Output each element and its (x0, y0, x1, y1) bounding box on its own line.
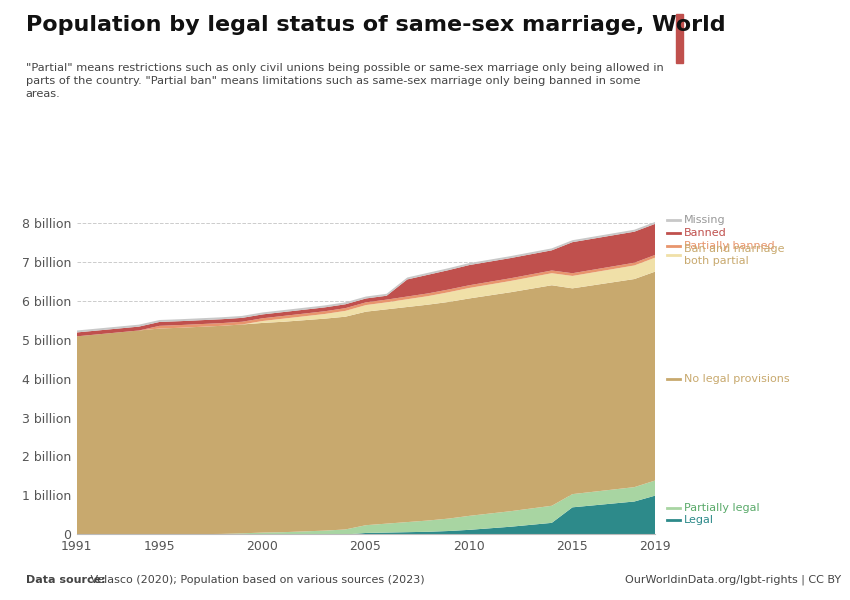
Text: "Partial" means restrictions such as only civil unions being possible or same-se: "Partial" means restrictions such as onl… (26, 63, 663, 100)
Text: Partially banned: Partially banned (684, 241, 775, 251)
Text: Ban and marriage
both partial: Ban and marriage both partial (684, 244, 785, 266)
Text: Data source:: Data source: (26, 575, 105, 585)
Text: Our World
in Data: Our World in Data (699, 26, 758, 49)
Text: Partially legal: Partially legal (684, 503, 760, 512)
Text: OurWorldinData.org/lgbt-rights | CC BY: OurWorldinData.org/lgbt-rights | CC BY (625, 575, 841, 585)
Text: Velasco (2020); Population based on various sources (2023): Velasco (2020); Population based on vari… (87, 575, 424, 585)
Bar (676, 14, 683, 63)
Text: No legal provisions: No legal provisions (684, 374, 790, 384)
Text: Population by legal status of same-sex marriage, World: Population by legal status of same-sex m… (26, 15, 725, 35)
Text: Legal: Legal (684, 515, 714, 526)
Text: Missing: Missing (684, 215, 726, 224)
Text: Banned: Banned (684, 228, 727, 238)
